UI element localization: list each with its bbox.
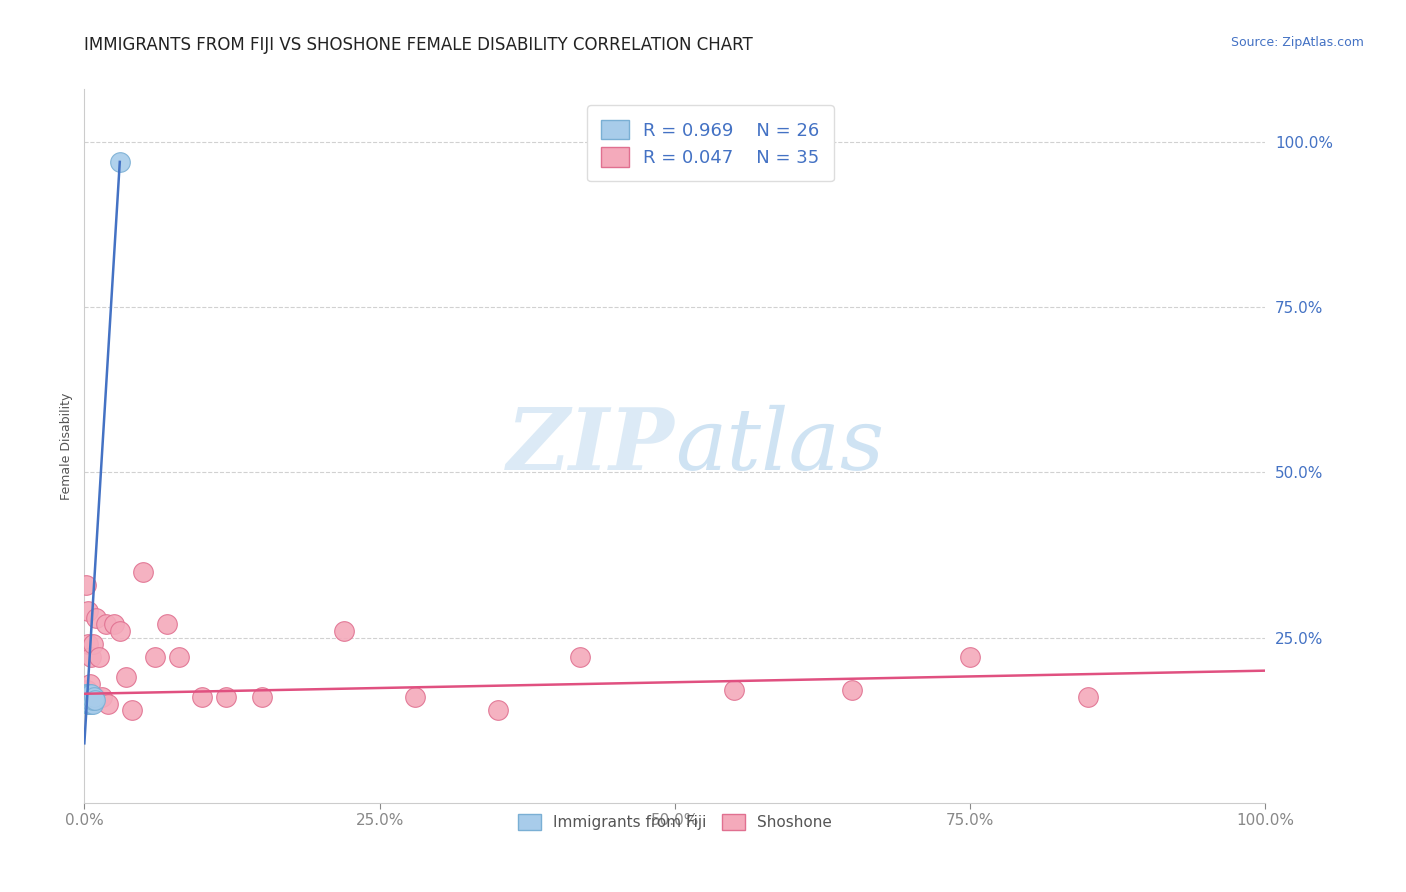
Point (76, 687, 98, 701)
Point (723, 683, 745, 698)
Point (77, 637, 100, 651)
Point (76, 690, 98, 704)
Text: Source: ZipAtlas.com: Source: ZipAtlas.com (1230, 36, 1364, 49)
Point (77, 687, 100, 701)
Point (94, 617, 117, 632)
Point (75, 690, 97, 704)
Text: IMMIGRANTS FROM FIJI VS SHOSHONE FEMALE DISABILITY CORRELATION CHART: IMMIGRANTS FROM FIJI VS SHOSHONE FEMALE … (84, 36, 754, 54)
Y-axis label: Female Disability: Female Disability (60, 392, 73, 500)
Point (82, 637, 104, 651)
Point (1077, 690, 1099, 704)
Point (114, 670, 136, 684)
Point (83, 690, 105, 704)
Point (333, 624, 356, 638)
Point (191, 690, 214, 704)
Point (84, 693, 107, 707)
Point (215, 690, 238, 704)
Point (79, 697, 101, 711)
Point (79, 690, 101, 704)
Point (486, 703, 509, 717)
Point (75, 690, 97, 704)
Point (103, 617, 125, 632)
Point (76, 683, 98, 698)
Point (75, 687, 97, 701)
Point (108, 624, 131, 638)
Point (404, 690, 426, 704)
Point (75, 693, 97, 707)
Point (156, 617, 179, 632)
Point (80, 697, 103, 711)
Point (80, 650, 103, 665)
Point (132, 565, 155, 579)
Point (75, 578, 97, 592)
Legend: Immigrants from Fiji, Shoshone: Immigrants from Fiji, Shoshone (510, 806, 839, 838)
Point (79, 677, 101, 691)
Point (77, 693, 100, 707)
Point (77, 690, 100, 704)
Text: ZIP: ZIP (508, 404, 675, 488)
Point (121, 703, 143, 717)
Point (77, 690, 100, 704)
Point (79, 693, 101, 707)
Point (76, 693, 98, 707)
Point (959, 650, 981, 665)
Point (841, 683, 863, 698)
Point (73, 693, 96, 707)
Point (91, 690, 114, 704)
Point (84, 690, 107, 704)
Point (82, 693, 104, 707)
Point (77, 604, 100, 618)
Point (250, 690, 273, 704)
Point (569, 650, 592, 665)
Point (87, 650, 110, 665)
Point (77, 693, 100, 707)
Point (77, 697, 100, 711)
Point (97, 697, 120, 711)
Point (82, 697, 104, 711)
Point (77, 690, 100, 704)
Point (77, 697, 100, 711)
Point (143, 650, 166, 665)
Point (80, 693, 103, 707)
Point (108, 154, 131, 169)
Point (167, 650, 190, 665)
Text: atlas: atlas (675, 405, 884, 487)
Point (84, 611, 107, 625)
Point (80, 687, 103, 701)
Point (77, 687, 100, 701)
Point (83, 690, 105, 704)
